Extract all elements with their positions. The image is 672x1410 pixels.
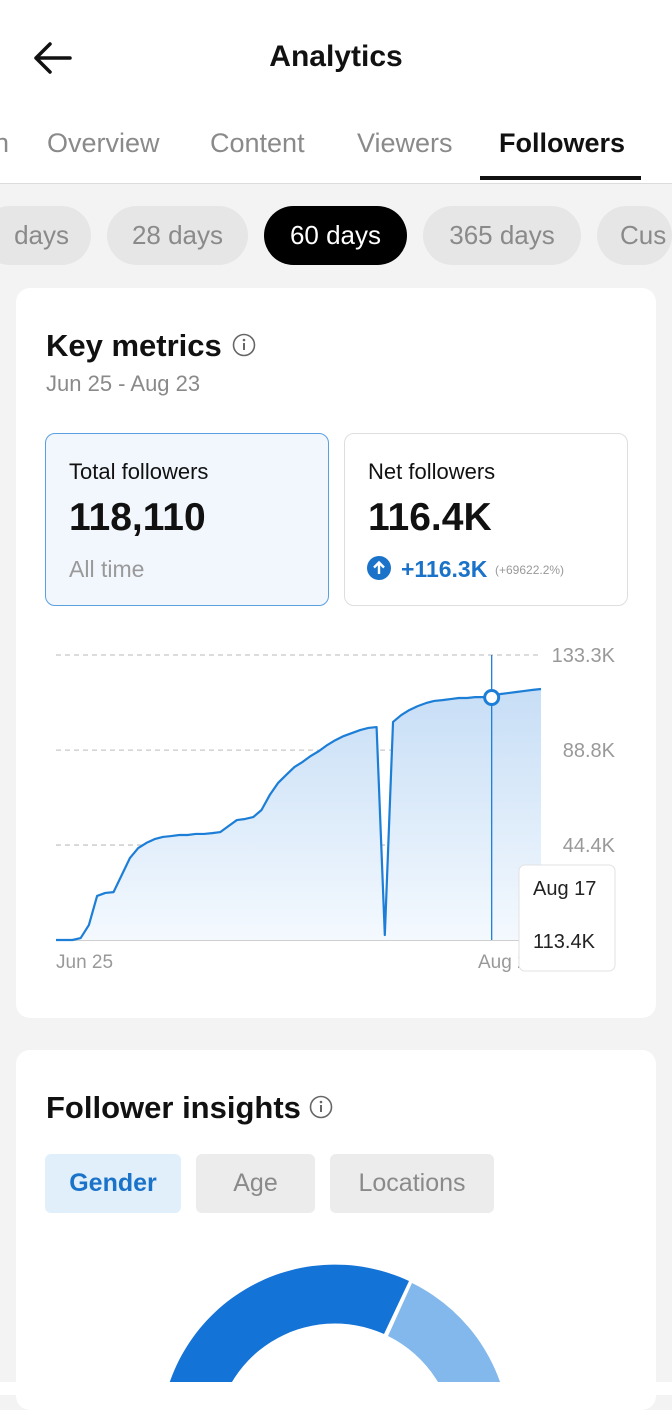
donut-segment (388, 1283, 501, 1383)
tooltip-value: 113.4K (533, 931, 596, 953)
section-title: Key metrics (46, 328, 222, 363)
tab[interactable]: Overview (47, 128, 160, 158)
line (56, 687, 542, 942)
y-tick-label: 133.3K (552, 645, 616, 667)
area (56, 688, 541, 940)
metric-value: 116.4K (368, 496, 492, 539)
up-icon (367, 556, 391, 580)
tab[interactable]: n (0, 128, 10, 158)
date-range: Jun 25 - Aug 23 (46, 371, 201, 396)
insight-tab[interactable]: Locations (330, 1154, 494, 1213)
follower-insights-card (16, 1050, 656, 1410)
page-title: Analytics (269, 40, 403, 73)
metric-card-selected[interactable] (45, 433, 329, 606)
gender-donut (169, 1264, 501, 1383)
tab[interactable]: Viewers (357, 128, 453, 158)
metric-change: +116.3K (401, 556, 488, 582)
period-pill[interactable]: 365 days (423, 206, 581, 265)
info-icon[interactable] (309, 1095, 335, 1121)
tab-underline (480, 176, 641, 180)
period-pill[interactable]: days (0, 206, 91, 265)
info-icon[interactable] (232, 333, 258, 359)
tab[interactable]: Content (210, 128, 305, 158)
tooltip-label: Aug 17 (533, 878, 596, 900)
x-tick-label: Jun 25 (56, 952, 113, 973)
section-title: Follower insights (46, 1090, 301, 1125)
metric-note: All time (69, 556, 145, 582)
metric-label: Net followers (368, 459, 496, 484)
header-bar (0, 0, 672, 184)
page-bottom (0, 1382, 672, 1395)
tooltip-box (518, 864, 616, 972)
period-label: days (14, 220, 69, 250)
cursor-point (483, 689, 501, 707)
donut-segment (169, 1264, 409, 1383)
metric-value: 118,110 (69, 496, 206, 539)
metric-card[interactable] (344, 433, 628, 606)
insight-tab[interactable]: Age (196, 1154, 315, 1213)
period-pill-active[interactable]: 60 days (264, 206, 407, 265)
insight-tab-active[interactable]: Gender (45, 1154, 181, 1213)
metric-label: Total followers (69, 459, 209, 484)
tab-active[interactable]: Followers (499, 128, 626, 158)
period-pill[interactable]: Cus (597, 206, 672, 265)
back-button[interactable] (30, 40, 74, 76)
y-tick-label: 88.8K (563, 740, 616, 762)
metric-change-pct: (+69622.2%) (495, 563, 565, 577)
period-pill[interactable]: 28 days (107, 206, 248, 265)
y-tick-label: 44.4K (563, 835, 616, 857)
